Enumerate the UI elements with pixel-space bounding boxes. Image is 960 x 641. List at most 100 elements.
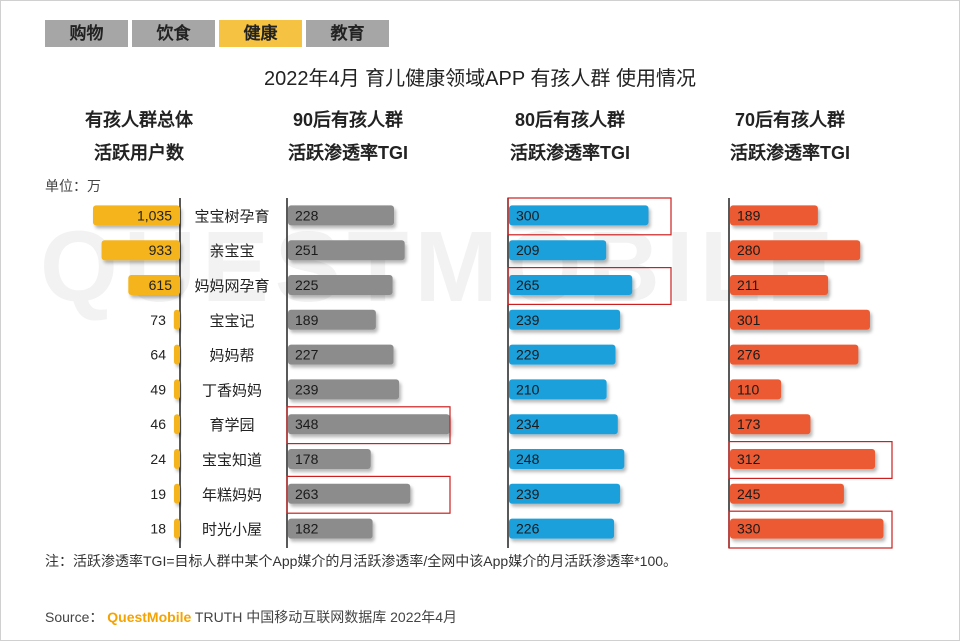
tgi-value-gen80: 239 [516,312,540,328]
total-users-bar [174,449,180,469]
total-users-bar [93,205,180,226]
app-name-label: 妈妈帮 [209,348,254,365]
total-users-value: 19 [150,486,166,502]
tgi-value-gen80: 210 [516,381,540,397]
tab-health[interactable]: 健康 [219,20,302,47]
tgi-value-gen90: 251 [295,242,319,258]
total-users-value: 18 [150,521,166,537]
header-gen70: 70后有孩人群 活跃渗透率TGI [680,104,900,170]
app-name-label: 亲宝宝 [209,243,254,260]
app-name-label: 丁香妈妈 [202,382,262,399]
tgi-bar-gen70 [730,379,782,400]
app-name-label: 年糕妈妈 [202,487,262,504]
tgi-value-gen80: 265 [516,277,540,293]
total-users-value: 24 [150,451,166,467]
chart-title: 2022年4月 育儿健康领域APP 有孩人群 使用情况 [264,68,696,90]
tgi-bar-gen70 [730,309,870,330]
tgi-bar-gen70 [730,275,829,295]
highlight-box-gen80 [507,267,672,306]
tgi-bar-gen90 [288,275,393,295]
highlight-box-gen80 [507,197,672,236]
total-users-bar [101,240,180,261]
tgi-bar-gen80 [509,240,607,261]
header-gen80: 80后有孩人群 活跃渗透率TGI [460,104,680,170]
tgi-bar-gen80 [509,275,633,295]
tgi-value-gen70: 276 [737,347,761,363]
app-name-label: 宝宝记 [209,313,254,330]
total-users-bar [128,275,180,295]
total-users-bar [173,309,180,330]
highlight-box-gen70 [728,510,893,549]
total-users-bar [174,379,180,400]
app-name-label: 时光小屋 [202,522,262,539]
total-users-bar [174,483,180,504]
tgi-bar-gen80 [509,518,615,539]
total-users-value: 49 [150,381,166,397]
app-name-label: 育学园 [209,417,254,434]
tgi-value-gen70: 312 [737,451,761,467]
tgi-bar-gen90 [288,379,400,400]
app-name-label: 宝宝树孕育 [194,208,269,225]
tgi-value-gen90: 189 [295,312,319,328]
tgi-bar-gen80 [509,379,607,400]
tgi-bar-gen70 [730,414,811,435]
tgi-bar-gen80 [509,414,618,435]
tgi-value-gen80: 229 [516,347,540,363]
tgi-value-gen70: 110 [737,381,760,397]
tab-education[interactable]: 教育 [306,20,389,47]
tgi-value-gen80: 248 [516,451,540,467]
total-users-bar [174,344,180,365]
tgi-value-gen80: 234 [516,416,540,432]
tgi-value-gen90: 182 [295,521,319,537]
tgi-bar-gen90 [288,344,394,365]
tgi-value-gen80: 239 [516,486,540,502]
highlight-box-gen90 [286,406,451,445]
app-name-label: 宝宝知道 [202,452,262,469]
footnote: 注：活跃渗透率TGI=目标人群中某个App媒介的月活跃渗透率/全网中该App媒介… [45,553,678,569]
tgi-bar-gen80 [509,483,621,504]
tgi-value-gen70: 173 [737,416,761,432]
tgi-value-gen70: 245 [737,486,761,502]
tgi-value-gen90: 178 [295,451,319,467]
unit-label: 单位：万 [45,178,101,194]
tgi-bar-gen80 [509,205,649,226]
source-brand: QuestMobile [107,609,192,625]
total-users-value: 73 [150,312,166,328]
tgi-bar-gen70 [730,205,818,226]
total-users-value: 933 [149,242,173,258]
tgi-bar-gen90 [288,205,395,226]
tgi-bar-gen70 [730,240,861,261]
tgi-value-gen90: 239 [295,381,319,397]
total-users-value: 1,035 [137,207,172,223]
tgi-bar-gen70 [730,518,884,539]
tab-shopping[interactable]: 购物 [45,20,128,47]
tgi-value-gen90: 227 [295,347,319,363]
header-gen90-line2: 活跃渗透率TGI [288,143,408,163]
tgi-value-gen70: 280 [737,242,761,258]
source-line: Source： QuestMobile TRUTH 中国移动互联网数据库 202… [45,607,457,627]
header-total: 有孩人群总体 活跃用户数 [29,104,249,170]
tgi-bar-gen90 [288,309,376,330]
tgi-bar-gen90 [288,240,405,261]
header-total-line2: 活跃用户数 [94,143,184,163]
tgi-value-gen80: 300 [516,207,540,223]
tgi-bar-gen90 [288,483,411,504]
header-gen80-line2: 活跃渗透率TGI [510,143,630,163]
total-users-value: 64 [150,347,166,363]
tab-food[interactable]: 饮食 [132,20,215,47]
tgi-value-gen90: 225 [295,277,319,293]
header-gen90-line1: 90后有孩人群 [292,110,404,130]
tgi-value-gen90: 228 [295,207,319,223]
tgi-value-gen80: 209 [516,242,540,258]
tgi-bar-gen80 [509,309,621,330]
tgi-value-gen70: 330 [737,521,761,537]
tgi-bar-gen70 [730,449,876,469]
tgi-bar-gen90 [288,414,450,435]
tgi-value-gen90: 348 [295,416,319,432]
app-name-label: 妈妈网孕育 [194,278,269,295]
tgi-value-gen70: 211 [737,277,760,293]
tgi-value-gen70: 189 [737,207,761,223]
watermark: QUESTMOBILE [40,211,840,323]
tgi-bar-gen80 [509,344,616,365]
